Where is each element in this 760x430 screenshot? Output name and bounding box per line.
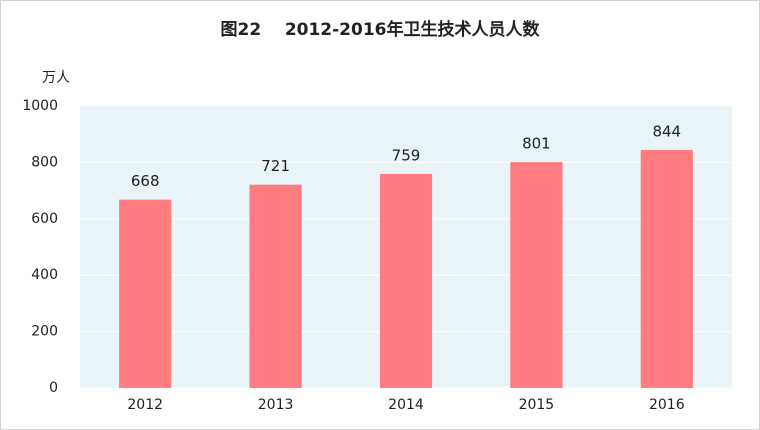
y-tick-label: 800 [31,154,58,170]
x-tick-label: 2015 [519,397,555,413]
value-label: 844 [652,122,681,140]
x-tick-label: 2013 [258,397,294,413]
bar [510,162,563,388]
bar [379,173,433,388]
x-tick-label: 2014 [388,397,424,413]
y-tick-label: 1000 [22,98,58,114]
value-label: 801 [522,135,551,153]
value-label: 759 [392,146,421,164]
x-tick-label: 2012 [127,397,163,413]
bar [119,199,172,388]
chart-title: 图22 2012-2016年卫生技术人员人数 [220,19,540,40]
y-tick-label: 200 [31,324,58,340]
x-tick-label: 2016 [649,397,685,413]
value-label: 668 [131,172,160,190]
bar [640,149,693,388]
y-axis-label: 万人 [42,70,70,86]
y-tick-label: 400 [31,267,58,283]
y-tick-label: 0 [49,380,58,396]
value-label: 721 [261,157,290,175]
y-tick-label: 600 [31,211,58,227]
bar [249,184,302,388]
